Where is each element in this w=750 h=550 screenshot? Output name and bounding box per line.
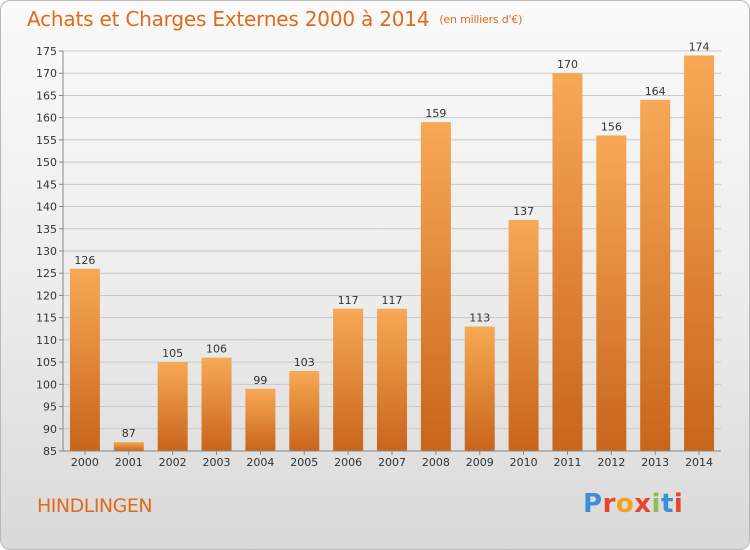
- bar: [552, 73, 583, 451]
- data-label: 87: [122, 427, 136, 440]
- x-tick-label: 2005: [290, 456, 318, 469]
- y-tick-label: 130: [36, 245, 57, 258]
- y-tick-label: 135: [36, 223, 57, 236]
- bar: [201, 357, 232, 451]
- data-label: 137: [513, 205, 534, 218]
- y-tick-label: 125: [36, 267, 57, 280]
- x-tick-label: 2010: [510, 456, 538, 469]
- bar: [289, 371, 320, 451]
- bar: [420, 122, 451, 451]
- data-label: 126: [74, 254, 95, 267]
- y-tick-label: 145: [36, 178, 57, 191]
- data-label: 103: [294, 356, 315, 369]
- logo-letter: t: [660, 489, 674, 519]
- bars: [69, 55, 715, 451]
- y-tick-label: 155: [36, 134, 57, 147]
- logo-letter: P: [583, 489, 603, 519]
- y-tick-label: 165: [36, 89, 57, 102]
- bar: [596, 135, 627, 451]
- logo-letter: x: [634, 489, 652, 519]
- data-label: 106: [206, 343, 227, 356]
- bar: [464, 326, 495, 451]
- y-tick-label: 120: [36, 289, 57, 302]
- bar: [508, 219, 539, 451]
- y-tick-label: 110: [36, 334, 57, 347]
- x-tick-label: 2006: [334, 456, 362, 469]
- data-label: 159: [425, 107, 446, 120]
- chart-title: Achats et Charges Externes 2000 à 2014 (e…: [27, 7, 522, 31]
- title-text: Achats et Charges Externes 2000 à 2014: [27, 7, 430, 31]
- bar: [640, 99, 671, 451]
- x-tick-label: 2002: [159, 456, 187, 469]
- bar: [69, 268, 100, 451]
- x-tick-label: 2009: [466, 456, 494, 469]
- x-tick-label: 2004: [246, 456, 274, 469]
- x-tick-label: 2000: [71, 456, 99, 469]
- y-tick-label: 100: [36, 378, 57, 391]
- x-tick-label: 2012: [597, 456, 625, 469]
- y-tick-label: 160: [36, 112, 57, 125]
- y-axis: 85 90 95 100 105 110 115 120 125 130 135 140 145 150 1…: [36, 45, 64, 458]
- data-label: 113: [469, 312, 490, 325]
- x-tick-label: 2014: [685, 456, 713, 469]
- y-tick-label: 95: [43, 401, 57, 414]
- logo-letter: o: [615, 489, 635, 519]
- data-label: 156: [601, 120, 622, 133]
- x-tick-label: 2008: [422, 456, 450, 469]
- y-tick-label: 90: [43, 423, 57, 436]
- x-tick-label: 2013: [641, 456, 669, 469]
- logo-letter: i: [651, 489, 661, 519]
- x-tick-label: 2011: [553, 456, 581, 469]
- bar: [684, 55, 715, 451]
- x-tick-label: 2003: [203, 456, 231, 469]
- y-tick-label: 140: [36, 201, 57, 214]
- data-label: 105: [162, 347, 183, 360]
- logo-letter: i: [673, 489, 684, 519]
- y-tick-label: 170: [36, 67, 57, 80]
- y-tick-label: 150: [36, 156, 57, 169]
- bar: [245, 388, 276, 451]
- data-label: 99: [253, 374, 267, 387]
- commune-name: HINDLINGEN: [37, 495, 153, 517]
- y-tick-label: 115: [36, 312, 57, 325]
- data-label: 170: [557, 58, 578, 71]
- y-tick-label: 85: [43, 445, 57, 458]
- x-tick-label: 2001: [115, 456, 143, 469]
- y-tick-label: 105: [36, 356, 57, 369]
- proxiti-logo: Proxiti: [583, 489, 683, 519]
- data-label: 117: [338, 294, 359, 307]
- bar: [113, 442, 144, 451]
- logo-letter: r: [602, 489, 616, 519]
- y-tick-label: 175: [36, 45, 57, 58]
- bar: [333, 308, 364, 451]
- data-label: 174: [689, 40, 710, 53]
- title-unit: (en milliers d'€): [439, 13, 523, 26]
- x-axis: 2000 2001 2002 2003 2004 2005 2006 2007 2008 2009…: [63, 450, 721, 469]
- data-label: 117: [382, 294, 403, 307]
- bar: [157, 362, 188, 451]
- data-labels: 126 87 105 106 99 103 117 117 159 113 137 170 156 164…: [74, 40, 709, 440]
- bar: [377, 308, 407, 451]
- x-tick-label: 2007: [378, 456, 406, 469]
- data-label: 164: [645, 85, 666, 98]
